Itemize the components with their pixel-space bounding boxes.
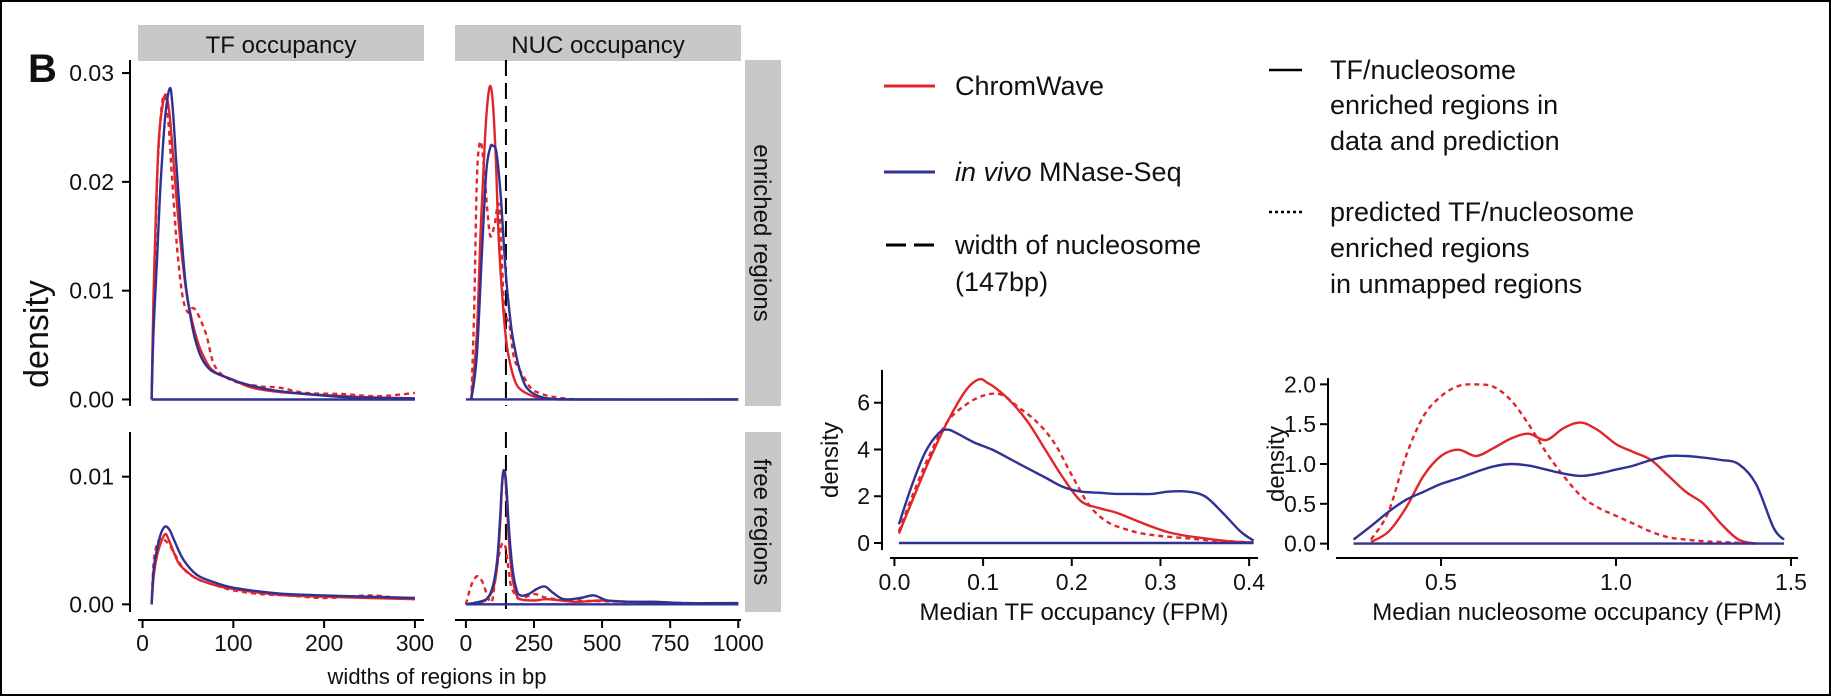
x-tick-label-nuc: 500	[583, 630, 621, 656]
facet-tf-enriched-series-chromwave-dotted	[150, 93, 416, 400]
x-tick-label-tf: 100	[214, 630, 252, 656]
facet-nuc-free-series-in-vivo-mnase-seq-solid	[465, 469, 739, 606]
tf-density-series-chromwave-dotted	[897, 392, 1254, 544]
legend-label-chromwave: ChromWave	[955, 71, 1104, 101]
facet-x-axis-label: widths of regions in bp	[327, 664, 547, 689]
nuc-density-series-chromwave-solid	[1370, 421, 1757, 545]
row-strip-enriched	[745, 60, 781, 406]
col-strip-nuc	[455, 25, 741, 61]
tf-density-x-tick-label: 0.0	[878, 569, 910, 595]
tf-density-x-axis-label: Median TF occupancy (FPM)	[920, 599, 1229, 626]
legend: ChromWave in vivo MNase-Seq width of nuc…	[884, 55, 1634, 299]
y-axis-free: 0.00 0.01	[69, 432, 131, 617]
legend-label-mnase: in vivo MNase-Seq	[955, 157, 1182, 187]
tf-density-y-tick-label: 6	[857, 390, 870, 416]
panel-label: B	[28, 47, 57, 91]
tf-density-y-tick-label: 4	[857, 436, 870, 462]
x-axis-nuc: 0 250 500 750 1000	[455, 619, 764, 656]
nuc-density-x-tick-label: 1.5	[1775, 569, 1807, 595]
tf-density-x-tick-label: 0.2	[1056, 569, 1088, 595]
legend-solid-line-3: data and prediction	[1330, 126, 1560, 156]
y-tick-label-enriched: 0.02	[69, 169, 114, 195]
legend-label-mnase-rest: MNase-Seq	[1032, 157, 1182, 187]
x-tick-label-tf: 300	[396, 630, 434, 656]
facet-nuc-free	[464, 432, 739, 612]
x-tick-label-nuc: 750	[651, 630, 689, 656]
row-strip-enriched-label: enriched regions	[748, 144, 775, 321]
nuc-density-plot: 0.5 1.0 1.5 0.0 0.5 1.0 1.5 2.0 Median nucleosom…	[1263, 371, 1807, 626]
facet-y-axis-label: density	[18, 280, 56, 388]
facet-nuc-enriched	[465, 60, 739, 406]
facet-tf-free	[150, 525, 415, 605]
facet-nuc-free-series-chromwave-dotted	[464, 541, 739, 606]
tf-density-x-tick-label: 0.4	[1233, 569, 1265, 595]
facet-nuc-enriched-series-chromwave-solid	[470, 84, 562, 401]
tf-density-series-chromwave-solid	[897, 377, 1254, 544]
tf-density-x-tick-label: 0.3	[1144, 569, 1176, 595]
nuc-density-x-tick-label: 0.5	[1425, 569, 1457, 595]
nuc-density-series-chromwave-dotted	[1369, 383, 1757, 545]
x-tick-label-nuc: 0	[459, 630, 472, 656]
legend-dotted-line-1: predicted TF/nucleosome	[1330, 197, 1634, 227]
legend-dotted-line-3: in unmapped regions	[1330, 269, 1582, 299]
tf-density-x-tick-label: 0.1	[967, 569, 999, 595]
nuc-density-y-axis-label: density	[1263, 426, 1290, 502]
tf-density-y-tick-label: 0	[857, 530, 870, 556]
row-strip-free-label: free regions	[748, 459, 775, 586]
legend-label-mnase-italic: in vivo	[955, 157, 1032, 187]
x-tick-label-nuc: 250	[515, 630, 553, 656]
tf-density-y-tick-label: 2	[857, 483, 870, 509]
density-plots: 0.0 0.1 0.2 0.3 0.4 0 2 4 6 Median TF occupancy (…	[817, 370, 1807, 626]
legend-label-nucleosome-width-2: (147bp)	[955, 267, 1048, 297]
legend-solid-line-1: TF/nucleosome	[1330, 55, 1516, 85]
facet-nuc-enriched-series-in-vivo-mnase-seq-solid	[470, 143, 739, 401]
tf-density-y-axis-label: density	[817, 422, 844, 498]
y-tick-label-enriched: 0.03	[69, 60, 114, 86]
nuc-density-y-tick-label: 1.0	[1284, 451, 1316, 477]
y-axis-enriched: 0.00 0.01 0.02 0.03	[69, 60, 131, 412]
y-tick-label-enriched: 0.00	[69, 386, 114, 412]
x-tick-label-tf: 200	[305, 630, 343, 656]
x-tick-label-tf: 0	[136, 630, 149, 656]
facet-tf-free-series-in-vivo-mnase-seq-solid	[150, 525, 415, 605]
tf-density-series-in-vivo-mnase-seq-solid	[897, 428, 1255, 542]
tf-density-plot: 0.0 0.1 0.2 0.3 0.4 0 2 4 6 Median TF occupancy (…	[817, 370, 1265, 626]
col-strip-nuc-label: NUC occupancy	[511, 32, 684, 59]
legend-label-nucleosome-width: width of nucleosome	[954, 230, 1201, 260]
nuc-density-x-axis-label: Median nucleosome occupancy (FPM)	[1372, 599, 1782, 626]
nuc-density-series-in-vivo-mnase-seq-solid	[1352, 454, 1785, 541]
nuc-density-y-tick-label: 1.5	[1284, 411, 1316, 437]
facet-tf-enriched	[150, 86, 416, 401]
y-tick-label-free: 0.00	[69, 591, 114, 617]
nuc-density-y-tick-label: 0.0	[1284, 531, 1316, 557]
facet-tf-enriched-series-in-vivo-mnase-seq-solid	[150, 86, 415, 400]
nuc-density-y-tick-label: 0.5	[1284, 491, 1316, 517]
col-strip-tf-label: TF occupancy	[206, 32, 357, 59]
y-tick-label-enriched: 0.01	[69, 278, 114, 304]
nuc-density-y-tick-label: 2.0	[1284, 371, 1316, 397]
legend-dotted-line-2: enriched regions	[1330, 233, 1530, 263]
col-strip-tf	[138, 25, 424, 61]
y-tick-label-free: 0.01	[69, 464, 114, 490]
facet-grid: 0 100 200 300 0 250 500 750 1000 0.00 0.01 0.02 0.03…	[69, 60, 764, 656]
legend-solid-line-2: enriched regions in	[1330, 90, 1558, 120]
nuc-density-x-tick-label: 1.0	[1600, 569, 1632, 595]
row-strip-free	[745, 432, 781, 612]
x-axis-tf: 0 100 200 300	[136, 619, 434, 656]
x-tick-label-nuc: 1000	[713, 630, 764, 656]
facet-nuc-enriched-series-chromwave-dotted	[470, 140, 575, 401]
